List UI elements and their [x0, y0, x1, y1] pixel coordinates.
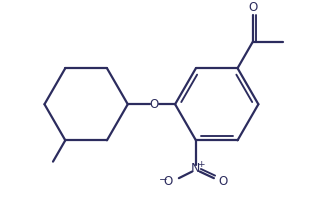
Text: +: + [197, 160, 205, 169]
Text: −: − [158, 175, 167, 185]
Text: O: O [248, 1, 257, 14]
Text: O: O [150, 98, 159, 111]
Text: N: N [191, 162, 201, 175]
Text: O: O [164, 176, 173, 189]
Text: O: O [219, 176, 228, 189]
